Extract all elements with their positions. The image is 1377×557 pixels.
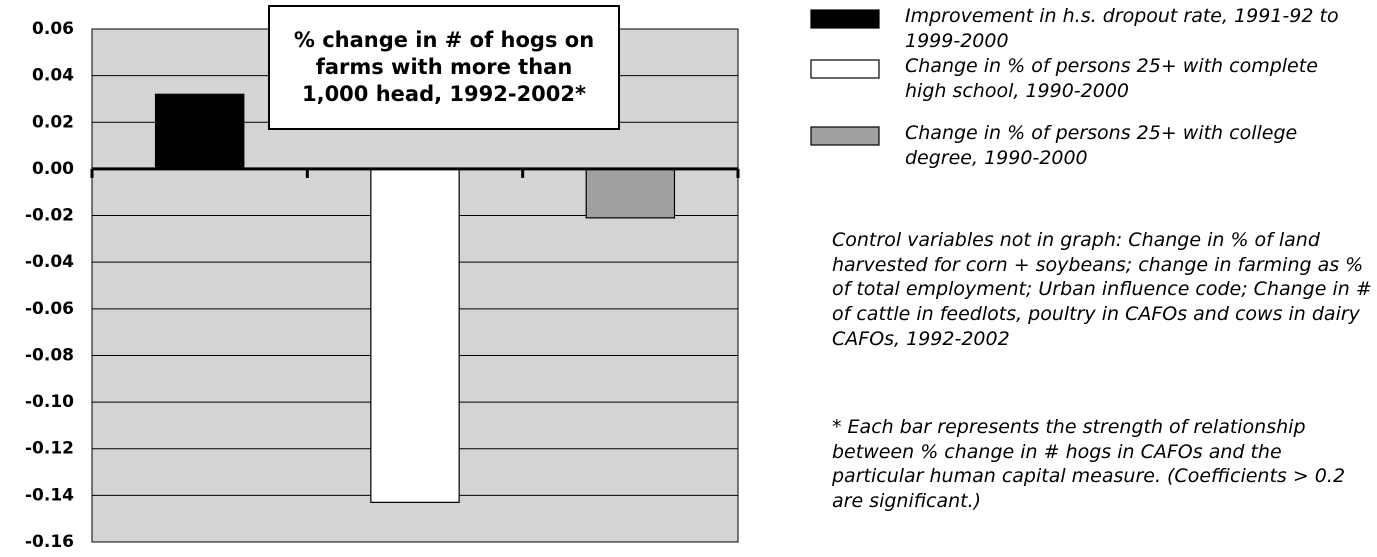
y-tick-label: -0.02 [25, 206, 74, 226]
y-tick-label: 0.06 [32, 19, 74, 39]
y-tick-label: -0.14 [25, 485, 74, 505]
legend-swatch [810, 59, 880, 79]
note: * Each bar represents the strength of re… [832, 416, 1346, 513]
y-tick-label: -0.04 [25, 252, 74, 272]
y-tick-label: 0.00 [32, 159, 74, 179]
y-tick-label: 0.02 [32, 112, 74, 132]
y-tick-label: -0.16 [25, 532, 74, 552]
chart-title: % change in # of hogs on farms with more… [268, 5, 620, 130]
legend-label: Change in % of persons 25+ with college … [905, 122, 1298, 169]
bar [154, 93, 245, 170]
legend-label: Improvement in h.s. dropout rate, 1991-9… [905, 5, 1339, 52]
y-tick-label: -0.10 [25, 392, 74, 412]
legend-swatch [810, 9, 880, 29]
legend-swatch [810, 126, 880, 146]
y-tick-label: 0.04 [32, 66, 74, 86]
legend-label: Change in % of persons 25+ with complete… [905, 55, 1318, 102]
bar [585, 168, 676, 219]
y-tick-label: -0.12 [25, 439, 74, 459]
y-tick-label: -0.06 [25, 299, 74, 319]
note: Control variables not in graph: Change i… [832, 229, 1372, 350]
y-tick-label: -0.08 [25, 345, 74, 365]
bar [370, 168, 460, 503]
